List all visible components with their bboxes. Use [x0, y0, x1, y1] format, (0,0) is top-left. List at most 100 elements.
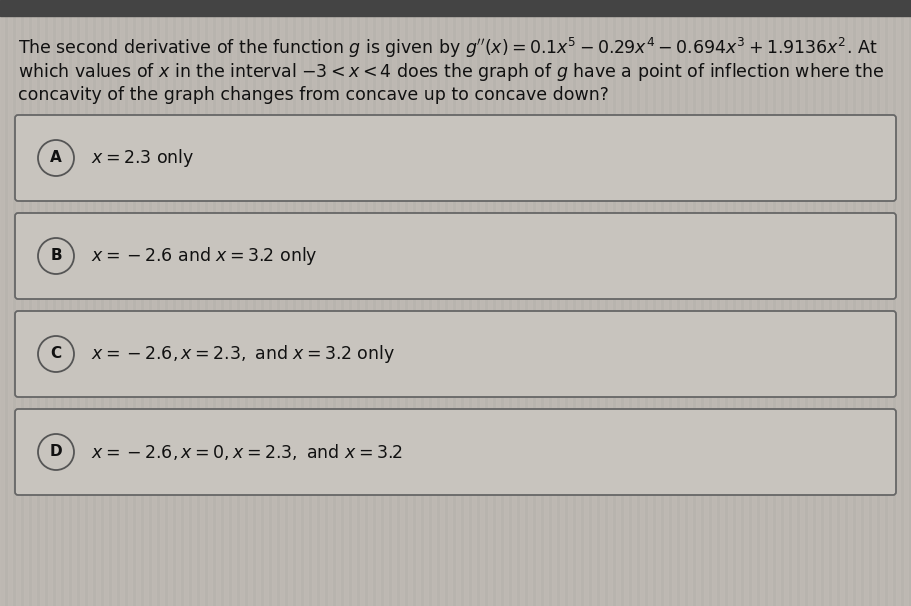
Bar: [728, 0, 732, 606]
Bar: [360, 0, 364, 606]
Bar: [296, 0, 300, 606]
Bar: [88, 0, 92, 606]
Bar: [512, 0, 516, 606]
Text: $x = -2.6, x = 2.3,$ and $x = 3.2$ only: $x = -2.6, x = 2.3,$ and $x = 3.2$ only: [91, 343, 394, 365]
Bar: [640, 0, 644, 606]
Bar: [24, 0, 28, 606]
Bar: [344, 0, 348, 606]
Bar: [784, 0, 788, 606]
Bar: [664, 0, 668, 606]
Bar: [224, 0, 228, 606]
Bar: [824, 0, 828, 606]
Text: A: A: [50, 150, 62, 165]
Bar: [32, 0, 36, 606]
FancyBboxPatch shape: [15, 311, 896, 397]
Bar: [464, 0, 468, 606]
Bar: [328, 0, 332, 606]
Bar: [400, 0, 404, 606]
Bar: [128, 0, 132, 606]
Bar: [528, 0, 532, 606]
Bar: [208, 0, 212, 606]
Bar: [792, 0, 796, 606]
Bar: [832, 0, 836, 606]
Bar: [600, 0, 604, 606]
Bar: [904, 0, 908, 606]
Bar: [624, 0, 628, 606]
Bar: [576, 0, 580, 606]
Bar: [200, 0, 204, 606]
Bar: [760, 0, 764, 606]
Bar: [816, 0, 820, 606]
Bar: [144, 0, 148, 606]
Bar: [80, 0, 84, 606]
Bar: [848, 0, 852, 606]
Text: $x = 2.3$ only: $x = 2.3$ only: [91, 147, 194, 169]
Bar: [632, 0, 636, 606]
Bar: [160, 0, 164, 606]
Bar: [840, 0, 844, 606]
Bar: [448, 0, 452, 606]
Bar: [536, 0, 540, 606]
Bar: [64, 0, 68, 606]
Bar: [456, 0, 460, 606]
Bar: [192, 0, 196, 606]
Bar: [16, 0, 20, 606]
Bar: [800, 0, 804, 606]
Bar: [808, 0, 812, 606]
Bar: [544, 0, 548, 606]
Bar: [264, 0, 268, 606]
Text: B: B: [50, 248, 62, 264]
Text: concavity of the graph changes from concave up to concave down?: concavity of the graph changes from conc…: [18, 86, 609, 104]
Bar: [168, 0, 172, 606]
Circle shape: [38, 336, 74, 372]
Bar: [184, 0, 188, 606]
Bar: [552, 0, 556, 606]
Bar: [368, 0, 372, 606]
Circle shape: [38, 434, 74, 470]
Bar: [688, 0, 692, 606]
Bar: [104, 0, 108, 606]
Bar: [48, 0, 52, 606]
Bar: [232, 0, 236, 606]
Text: which values of $x$ in the interval $-3 < x < 4$ does the graph of $g$ have a po: which values of $x$ in the interval $-3 …: [18, 61, 884, 83]
Bar: [392, 0, 396, 606]
Bar: [336, 0, 340, 606]
Bar: [568, 0, 572, 606]
Bar: [112, 0, 116, 606]
Bar: [656, 0, 660, 606]
Bar: [648, 0, 652, 606]
Text: $x = -2.6$ and $x = 3.2$ only: $x = -2.6$ and $x = 3.2$ only: [91, 245, 318, 267]
Bar: [864, 0, 868, 606]
Bar: [0, 0, 4, 606]
Circle shape: [38, 140, 74, 176]
Bar: [304, 0, 308, 606]
FancyBboxPatch shape: [15, 115, 896, 201]
Bar: [240, 0, 244, 606]
Bar: [376, 0, 380, 606]
Bar: [248, 0, 252, 606]
Bar: [352, 0, 356, 606]
Bar: [312, 0, 316, 606]
Bar: [872, 0, 876, 606]
Bar: [736, 0, 740, 606]
Bar: [152, 0, 156, 606]
Bar: [608, 0, 612, 606]
Bar: [696, 0, 700, 606]
Bar: [440, 0, 444, 606]
Bar: [176, 0, 180, 606]
Bar: [720, 0, 724, 606]
Bar: [120, 0, 124, 606]
Bar: [40, 0, 44, 606]
Bar: [72, 0, 76, 606]
Bar: [880, 0, 884, 606]
Bar: [888, 0, 892, 606]
Bar: [616, 0, 620, 606]
FancyBboxPatch shape: [15, 409, 896, 495]
Bar: [0, 0, 911, 16]
Bar: [280, 0, 284, 606]
Bar: [96, 0, 100, 606]
Circle shape: [38, 238, 74, 274]
Bar: [584, 0, 588, 606]
Text: $x = -2.6, x = 0, x = 2.3,$ and $x = 3.2$: $x = -2.6, x = 0, x = 2.3,$ and $x = 3.2…: [91, 442, 403, 462]
Text: D: D: [50, 444, 62, 459]
